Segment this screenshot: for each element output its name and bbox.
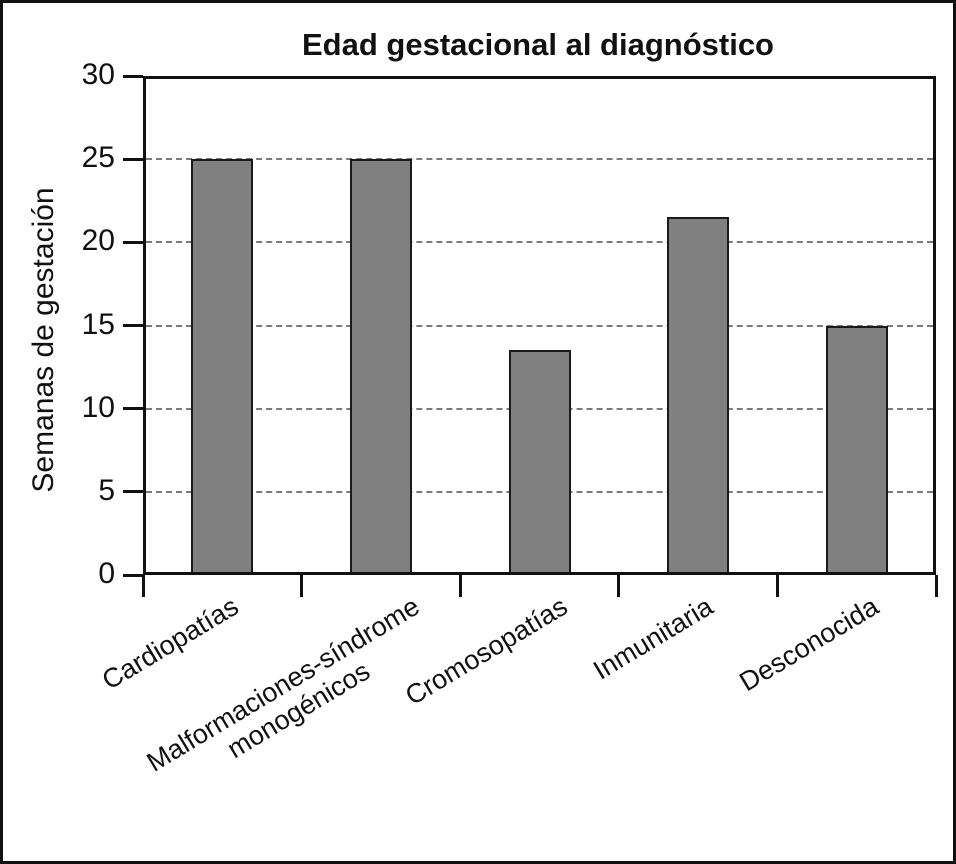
chart-title: Edad gestacional al diagnóstico [302, 27, 774, 62]
y-tick-label: 5 [98, 473, 115, 507]
gridline [146, 324, 933, 327]
y-tick-label: 10 [81, 390, 115, 424]
x-tick-mark [775, 575, 779, 597]
bar [349, 159, 412, 572]
y-tick-label: 0 [98, 556, 115, 590]
x-tick-mark [617, 575, 621, 597]
x-tick-mark [300, 575, 304, 597]
bar [508, 350, 571, 572]
x-axis-label: Desconocida [733, 591, 884, 698]
y-tick-mark [123, 573, 143, 577]
bar [667, 217, 730, 572]
gridline [146, 158, 933, 161]
y-tick-mark [123, 240, 143, 244]
y-tick-label: 20 [81, 224, 115, 258]
x-axis-label: Cromosopatías [400, 591, 573, 712]
x-tick-mark [934, 575, 938, 597]
y-tick-label: 30 [81, 57, 115, 91]
y-axis-title: Semanas de gestación [27, 187, 60, 493]
y-tick-mark [123, 407, 143, 411]
plot-area [143, 76, 936, 575]
y-tick-mark [123, 157, 143, 161]
x-tick-mark [141, 575, 145, 597]
gridline [146, 241, 933, 244]
y-tick-mark [123, 490, 143, 494]
bar [191, 159, 254, 572]
y-tick-mark [123, 74, 143, 78]
y-tick-label: 15 [81, 307, 115, 341]
x-axis-label: Inmunitaria [587, 591, 718, 686]
x-axis-label: Cardiopatías [97, 591, 244, 696]
x-tick-mark [458, 575, 462, 597]
y-tick-mark [123, 324, 143, 327]
bar [825, 325, 888, 572]
y-tick-label: 25 [81, 141, 115, 175]
